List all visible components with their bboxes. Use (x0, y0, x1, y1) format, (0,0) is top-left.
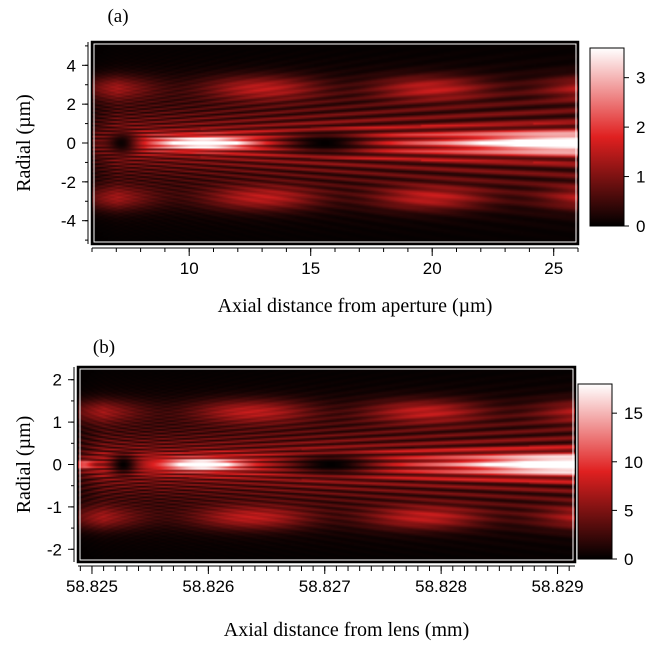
y-tick-label: 2 (67, 95, 76, 114)
x-axis-label: Axial distance from aperture (µm) (218, 295, 493, 317)
heatmap-image (78, 367, 575, 562)
panel-label: (b) (93, 337, 115, 358)
plot-frame-inner (79, 368, 574, 561)
plot-frame (90, 40, 580, 246)
y-tick-label: -2 (47, 540, 62, 559)
heatmap-image (92, 42, 578, 244)
colorbar-tick-label: 0 (636, 217, 645, 236)
y-tick-label: 1 (53, 413, 62, 432)
x-tick-label: 58.829 (532, 577, 584, 596)
y-tick-label: 0 (67, 134, 76, 153)
x-tick-label: 15 (301, 259, 320, 278)
x-axis-label: Axial distance from lens (mm) (224, 619, 470, 641)
y-tick-label: 0 (53, 456, 62, 475)
y-tick-label: -4 (61, 212, 76, 231)
x-tick-label: 58.827 (299, 577, 351, 596)
colorbar-tick-label: 0 (624, 550, 633, 569)
y-axis-label: Radial (µm) (13, 94, 35, 192)
colorbar-tick-label: 5 (624, 501, 633, 520)
colorbar-tick-label: 15 (624, 404, 643, 423)
y-axis-label: Radial (µm) (13, 416, 35, 514)
x-tick-label: 58.828 (415, 577, 467, 596)
panel-b: (b)58.825 58.826 58.827 58.828 58.829210-1-2… (13, 337, 643, 641)
x-tick-label: 25 (544, 259, 563, 278)
colorbar-tick-label: 10 (624, 453, 643, 472)
y-tick-label: -2 (61, 173, 76, 192)
panel-label: (a) (107, 6, 128, 27)
colorbar (589, 47, 625, 227)
x-tick-label: 10 (180, 259, 199, 278)
colorbar-tick-label: 2 (636, 118, 645, 137)
y-tick-label: 4 (67, 56, 76, 75)
x-tick-label: 20 (423, 259, 442, 278)
colorbar (577, 383, 613, 560)
plot-frame-inner (93, 43, 577, 243)
y-tick-label: -1 (47, 498, 62, 517)
colorbar-tick-label: 1 (636, 168, 645, 187)
y-tick-label: 2 (53, 371, 62, 390)
x-tick-label: 58.826 (182, 577, 234, 596)
plot-frame (76, 365, 577, 564)
x-tick-label: 58.825 (66, 577, 118, 596)
colorbar-tick-label: 3 (636, 69, 645, 88)
